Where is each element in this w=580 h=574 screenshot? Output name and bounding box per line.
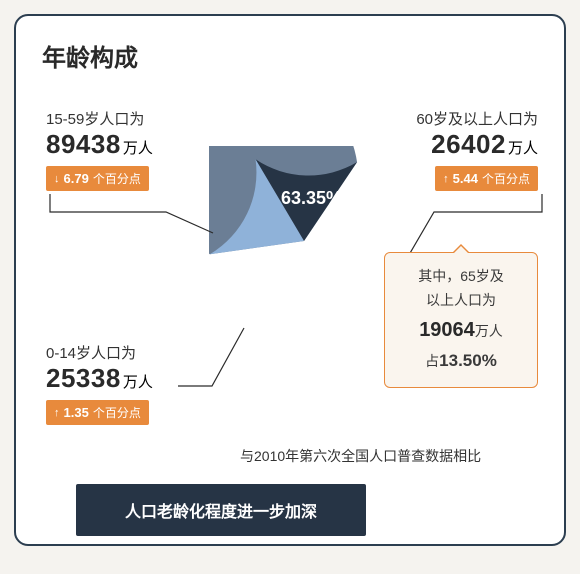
- stat-unit: 万人: [508, 140, 538, 157]
- stat-value-row: 89438万人: [46, 129, 153, 160]
- arrow-up-icon: ↑: [54, 407, 60, 419]
- stat-unit: 万人: [123, 374, 153, 391]
- comparison-footnote: 与2010年第六次全国人口普查数据相比: [240, 446, 481, 466]
- info-line1: 其中，65岁及: [399, 265, 523, 289]
- leader-s014: [178, 328, 244, 386]
- change-badge: ↑ 1.35 个百分点: [46, 400, 149, 425]
- info-line2: 以上人口为: [399, 289, 523, 313]
- badge-suffix: 个百分点: [93, 170, 141, 187]
- leader-s1559: [50, 194, 213, 233]
- stat-value-row: 25338万人: [46, 363, 153, 394]
- stat-value-row: 26402万人: [416, 129, 538, 160]
- conclusion-banner: 人口老龄化程度进一步加深: [76, 484, 366, 536]
- badge-value: 5.44: [453, 171, 478, 186]
- pie-slice-label-s014: 17.95%: [261, 278, 309, 294]
- badge-value: 6.79: [64, 171, 89, 186]
- stat-number: 25338: [46, 363, 121, 393]
- arrow-down-icon: ↓: [54, 173, 60, 185]
- stat-block-0-14: 0-14岁人口为 25338万人 ↑ 1.35 个百分点: [46, 342, 153, 425]
- pie-slice-label-s60p: 18.70%: [321, 275, 369, 291]
- info-pct: 13.50%: [439, 351, 497, 370]
- stat-unit: 万人: [123, 140, 153, 157]
- stat-label: 15-59岁人口为: [46, 108, 153, 129]
- change-badge: ↑ 5.44 个百分点: [435, 166, 538, 191]
- pie-chart: 63.35% 17.95% 18.70%: [209, 146, 399, 336]
- pie-svg: 63.35% 17.95% 18.70%: [209, 146, 399, 336]
- info-box-65plus: 其中，65岁及 以上人口为 19064万人 占13.50%: [384, 252, 538, 388]
- stat-label: 0-14岁人口为: [46, 342, 153, 363]
- stat-label: 60岁及以上人口为: [416, 108, 538, 129]
- pie-slice-label-s1559: 63.35%: [281, 188, 342, 208]
- info-pct-row: 占13.50%: [399, 347, 523, 376]
- info-unit: 万人: [475, 323, 503, 339]
- arrow-up-icon: ↑: [443, 173, 449, 185]
- badge-value: 1.35: [64, 405, 89, 420]
- card-title: 年龄构成: [42, 38, 538, 73]
- infographic-card: 年龄构成 63.35%17.95%18.70% 15-59岁人口为 89438万…: [14, 14, 566, 546]
- badge-suffix: 个百分点: [93, 404, 141, 421]
- stat-block-60plus: 60岁及以上人口为 26402万人 ↑ 5.44 个百分点: [416, 108, 538, 191]
- info-pct-prefix: 占: [425, 353, 439, 369]
- info-number-row: 19064万人: [399, 313, 523, 347]
- stat-number: 89438: [46, 129, 121, 159]
- info-number: 19064: [419, 319, 475, 341]
- badge-suffix: 个百分点: [482, 170, 530, 187]
- change-badge: ↓ 6.79 个百分点: [46, 166, 149, 191]
- stat-number: 26402: [431, 129, 506, 159]
- stat-block-15-59: 15-59岁人口为 89438万人 ↓ 6.79 个百分点: [46, 108, 153, 191]
